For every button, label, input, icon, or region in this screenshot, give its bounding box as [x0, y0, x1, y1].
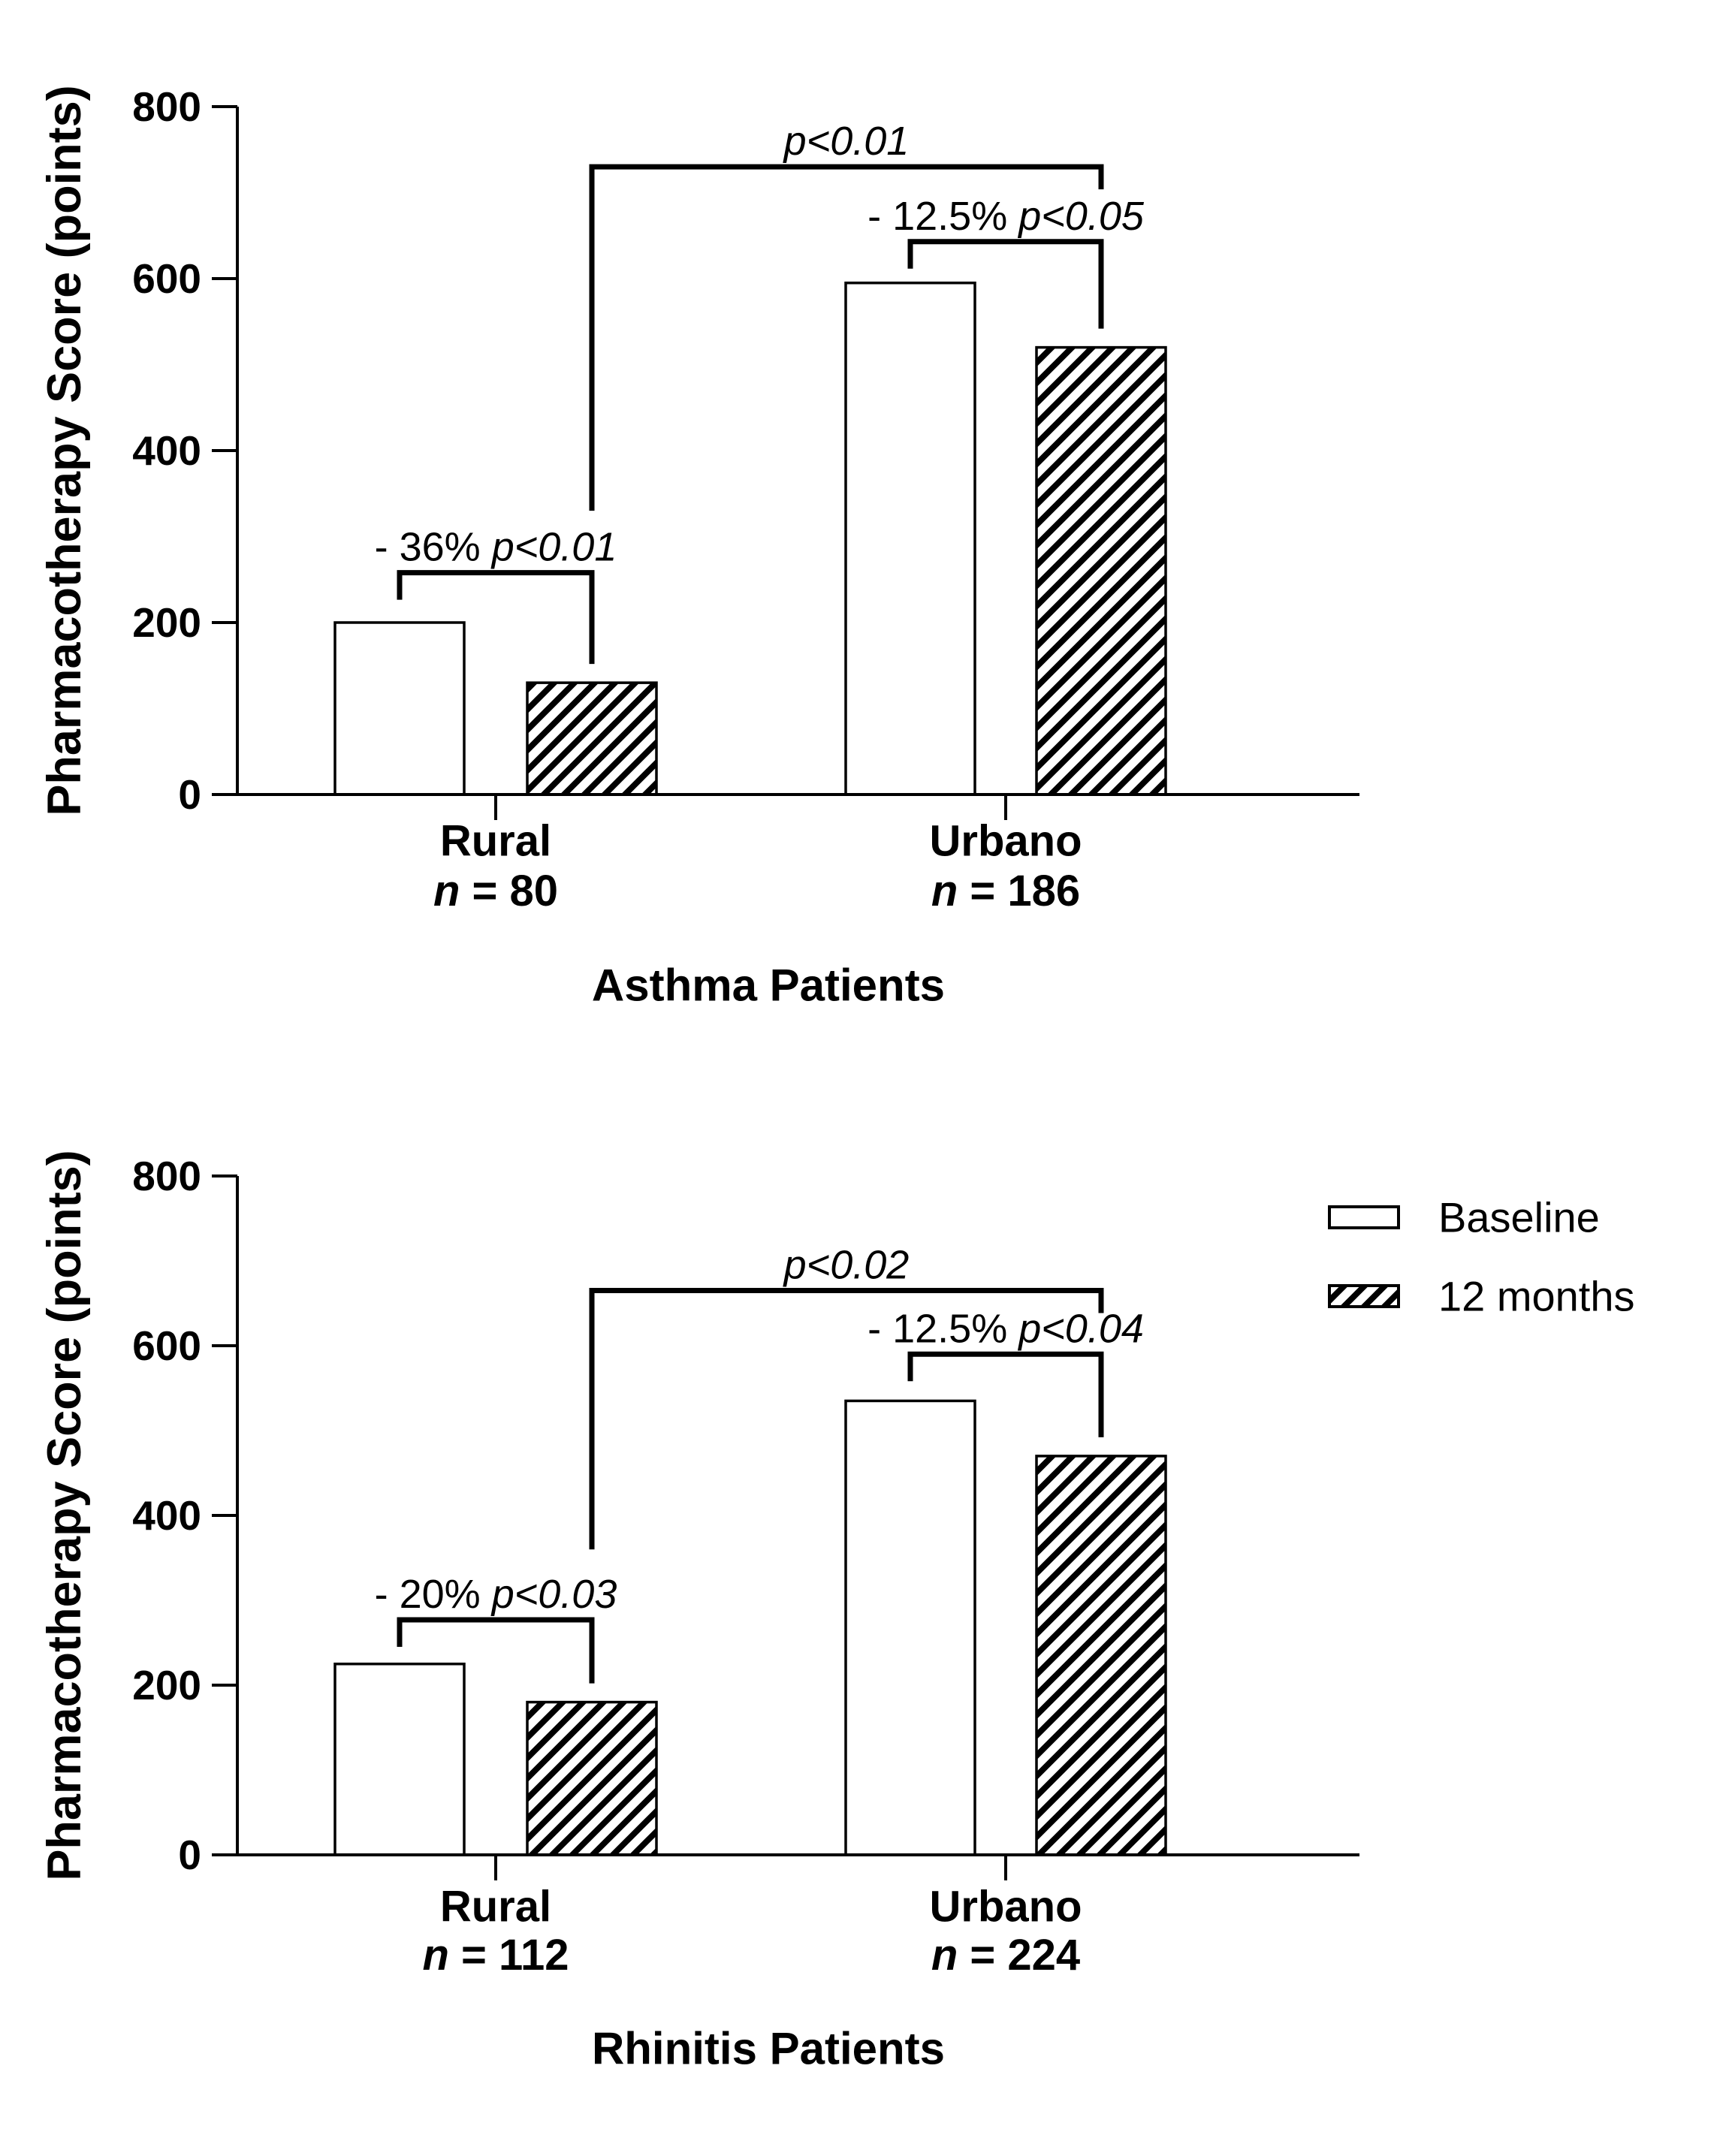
significance-bracket-p-0-05 — [907, 239, 1104, 329]
y-tick-label-200: 200 — [132, 599, 201, 646]
bar-12-months-urbano — [1035, 1455, 1167, 1856]
y-axis-label: Pharmacotherapy Score (points) — [38, 85, 91, 816]
significance-bracket-p-0-02 — [589, 1288, 1104, 1550]
legend-label-12-months: 12 months — [1438, 1273, 1635, 1320]
legend-swatch-baseline — [1328, 1205, 1400, 1229]
y-tick-label-800: 800 — [132, 1153, 201, 1199]
y-tick-label-800: 800 — [132, 83, 201, 130]
significance-label-p-0-05: - 12.5% p<0.05 — [868, 194, 1145, 239]
bar-12-months-urbano — [1035, 345, 1167, 796]
asthma-chart-figure: 0 200 400 600 800 Rural n = 80 Urbano n = 186 Ast… — [38, 83, 1359, 1011]
significance-bracket-p-0-01 — [397, 570, 595, 665]
y-tick-label-600: 600 — [132, 1322, 201, 1369]
bar-baseline-rural — [333, 621, 466, 796]
y-tick-label-200: 200 — [132, 1662, 201, 1708]
significance-label-p-0-01: p<0.01 — [783, 119, 910, 164]
y-tick-label-400: 400 — [132, 1492, 201, 1539]
significance-label-p-0-02: p<0.02 — [783, 1243, 910, 1288]
significance-label-p-0-03: - 20% p<0.03 — [375, 1572, 617, 1617]
chart-title: Asthma Patients — [592, 960, 945, 1011]
significance-label-p-0-01: - 36% p<0.01 — [375, 525, 617, 570]
legend-swatch-12-months — [1328, 1284, 1400, 1308]
y-tick-label-0: 0 — [178, 771, 201, 818]
group-n-label-urbano: n = 224 — [931, 1931, 1080, 1980]
y-tick-label-600: 600 — [132, 255, 201, 302]
y-tick-label-0: 0 — [178, 1832, 201, 1878]
significance-bracket-p-0-03 — [397, 1617, 595, 1684]
group-label-urbano: Urbano — [930, 1883, 1082, 1931]
group-label-rural: Rural — [440, 1883, 551, 1931]
group-n-label-urbano: n = 186 — [931, 867, 1080, 915]
chart-title: Rhinitis Patients — [592, 2024, 945, 2074]
y-axis-label: Pharmacotherapy Score (points) — [38, 1150, 91, 1880]
bar-baseline-rural — [333, 1663, 466, 1856]
y-tick-label-400: 400 — [132, 427, 201, 474]
group-label-urbano: Urbano — [930, 817, 1082, 866]
group-n-label-rural: n = 112 — [422, 1931, 569, 1980]
group-label-rural: Rural — [440, 817, 551, 866]
legend-label-baseline: Baseline — [1438, 1194, 1600, 1241]
significance-bracket-p-0-01 — [589, 164, 1104, 511]
bar-12-months-rural — [526, 1700, 658, 1856]
significance-label-p-0-04: - 12.5% p<0.04 — [868, 1306, 1144, 1351]
bar-baseline-urbano — [844, 1399, 976, 1856]
significance-bracket-p-0-04 — [907, 1351, 1104, 1437]
bar-12-months-rural — [526, 681, 658, 796]
rhinitis-chart-figure: 0 200 400 600 800 Rural n = 112 Urbano n = 224 Rh… — [0, 1089, 1732, 2156]
group-n-label-rural: n = 80 — [433, 867, 558, 915]
bar-baseline-urbano — [844, 281, 976, 796]
